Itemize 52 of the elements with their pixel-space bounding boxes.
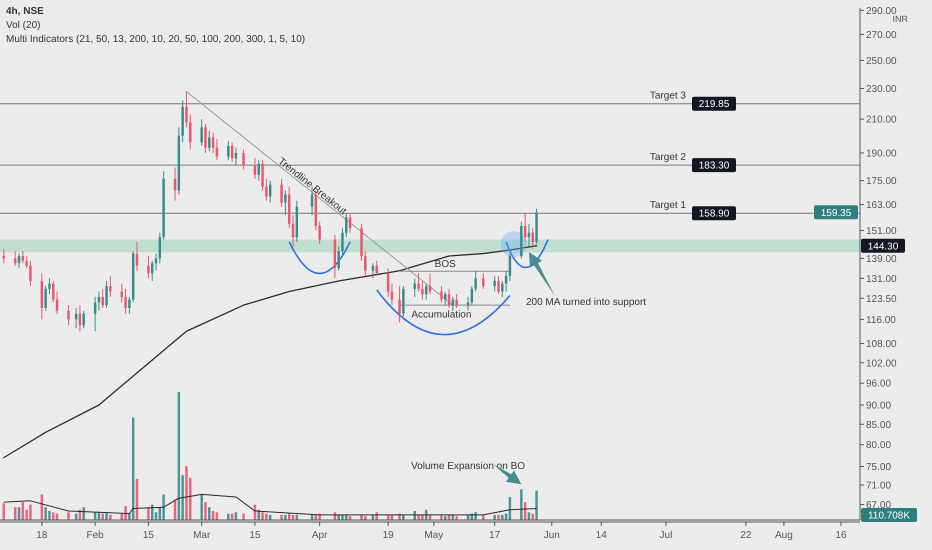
annotation: Accumulation [411, 310, 472, 321]
x-tick-label: Feb [86, 530, 104, 541]
y-tick-label: 123.50 [866, 294, 898, 305]
y-tick-label: 250.00 [866, 56, 898, 67]
ref-line-label: Target 2 [650, 152, 686, 164]
annotation: Multi Indicators (21, 50, 13, 200, 10, 20, 50, 100, 200, 300, 1, 5, 10) [6, 34, 306, 45]
text: Vol (20) [6, 20, 40, 31]
y-tick-label: 175.00 [866, 176, 898, 188]
x-tick-label: 18 [36, 530, 48, 541]
x-tick-label: Apr [312, 530, 328, 541]
y-tick-label: 96.00 [866, 378, 892, 390]
y-tick-label: 151.00 [866, 226, 898, 237]
x-tick-label: 17 [489, 530, 501, 541]
text: 110.708K [868, 510, 910, 522]
x-tick-label: Aug [774, 530, 793, 541]
y-tick-label: 290.00 [866, 6, 898, 17]
x-tick-label: Jun [544, 530, 560, 541]
x-tick-label: 16 [835, 530, 847, 541]
y-tick-label: 80.00 [866, 440, 892, 452]
x-tick-label: 19 [382, 530, 394, 541]
annotation: BOS [434, 259, 456, 270]
ref-line-label: Target 1 [650, 200, 686, 212]
y-tick-label: 190.00 [866, 148, 898, 160]
x-tick-label: Mar [193, 530, 211, 541]
y-tick-label: 210.00 [866, 114, 898, 126]
annotation: 219.85 [698, 99, 730, 110]
y-tick-label: 230.00 [866, 84, 898, 96]
x-tick-label: 14 [596, 530, 608, 541]
y-tick-label: 90.00 [866, 400, 892, 412]
annotation: 158.90 [698, 208, 730, 220]
y-tick-label: 131.00 [866, 274, 898, 285]
x-tick-label: May [424, 530, 444, 541]
y-tick-label: 139.00 [866, 254, 898, 265]
y-tick-label: 116.00 [866, 314, 896, 326]
y-tick-label: 270.00 [866, 30, 898, 41]
y-tick-label: 75.00 [866, 462, 892, 473]
annotation: 183.30 [698, 160, 730, 172]
ref-line-label: Target 3 [650, 90, 686, 102]
y-tick-label: 85.00 [866, 420, 892, 431]
y-tick-label: 102.00 [866, 358, 898, 370]
x-tick-label: 15 [249, 530, 261, 541]
x-tick-label: Jul [660, 530, 672, 541]
y-tick-label: 163.00 [866, 200, 898, 212]
annotation: 200 MA turned into support [526, 297, 646, 308]
x-tick-label: 22 [740, 530, 752, 541]
x-tick-label: 15 [142, 530, 154, 541]
annotation: 159.35 [820, 208, 852, 219]
y-tick-label: 71.00 [866, 480, 892, 492]
y-axis-title: INR [892, 14, 908, 24]
chart-title: 4h, NSE [6, 6, 44, 17]
annotation: 144.30 [868, 241, 899, 252]
y-tick-label: 108.00 [866, 339, 898, 350]
